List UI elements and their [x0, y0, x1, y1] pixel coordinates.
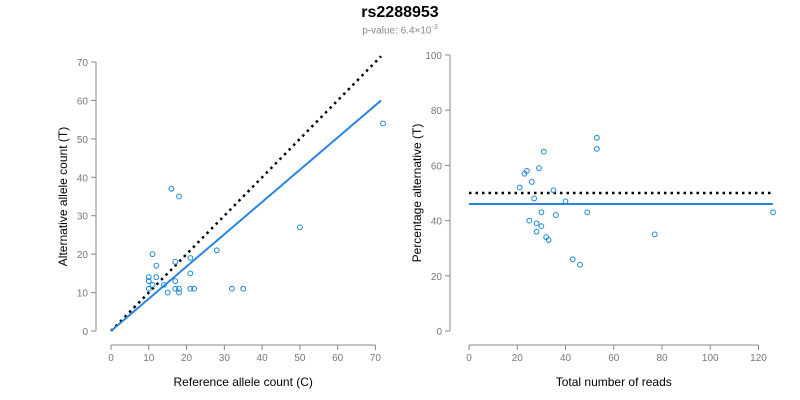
- panel-1-data-point: [160, 281, 167, 288]
- panel-2-data-point: [770, 209, 776, 216]
- panel-2-x-tick-label: 80: [656, 353, 668, 364]
- panel-1-y-tick-label: 30: [77, 212, 89, 223]
- panel-2-y-axis-title: Percentage alternative (T): [410, 124, 424, 263]
- panel-2-data-point: [538, 209, 545, 216]
- panel-2-data-point: [651, 231, 658, 238]
- panel-2-y-tick-label: 20: [431, 272, 443, 283]
- panel-1-data-point: [191, 285, 198, 292]
- panel-1-data-point: [240, 285, 247, 292]
- panel-1-data-point: [145, 274, 152, 281]
- panel-2-data-point: [593, 134, 600, 141]
- panel-2-data-point: [577, 261, 583, 268]
- panel-2-data-point: [524, 168, 530, 174]
- panel-2-y-tick-label: 60: [431, 161, 443, 172]
- panel-1-x-axis-title: Reference allele count (C): [174, 375, 313, 389]
- panel-2-data-point: [533, 220, 540, 227]
- panel-1-data-point: [213, 247, 220, 254]
- panel-2-y-tick-label: 40: [431, 217, 443, 228]
- panel-1-x-tick-label: 60: [332, 353, 344, 364]
- panel-2-x-tick-label: 20: [512, 353, 524, 364]
- panel-2-data-point: [528, 179, 535, 185]
- panel-1-y-tick-label: 0: [82, 327, 88, 338]
- panel-2-data-point: [536, 165, 542, 172]
- panel-1-y-tick-label: 50: [77, 135, 89, 146]
- panel-2-data-point: [545, 237, 552, 243]
- panel-1-y-tick-label: 60: [77, 96, 89, 107]
- panel-2-data-point: [516, 184, 523, 191]
- panel-1-x-tick-label: 70: [370, 353, 382, 364]
- panel-1-data-point: [149, 251, 156, 258]
- panel-2-y-tick-label: 80: [431, 106, 443, 117]
- panel-1-data-point: [176, 289, 182, 296]
- panel-2-x-tick-label: 0: [466, 353, 472, 364]
- panel-1-data-point: [228, 285, 235, 292]
- panel-1-data-point: [187, 255, 194, 261]
- panel-1-data-point: [380, 120, 386, 127]
- panel-2-x-axis-title: Total number of reads: [556, 375, 672, 389]
- panel-1-data-point: [145, 285, 152, 292]
- panel-1-data-point: [172, 285, 179, 292]
- p-value-text: p-value: 6.4×10: [362, 25, 432, 37]
- panel-1-x-tick-label: 40: [257, 353, 269, 364]
- panel-1-data-point: [187, 270, 194, 277]
- panel-1-y-tick-label: 40: [77, 173, 89, 184]
- panel-1-y-tick-label: 70: [77, 58, 89, 69]
- panel-1-x-tick-label: 10: [143, 353, 155, 364]
- panel-1-data-point: [153, 262, 160, 269]
- panel-1-data-point: [149, 281, 156, 288]
- panel-2-data-point: [538, 223, 545, 230]
- panel-2-y-tick-label: 100: [425, 51, 442, 62]
- panel-2-data-point: [526, 217, 533, 224]
- panel-1-data-point: [176, 285, 182, 292]
- panel-2-data-point: [593, 145, 600, 152]
- panel-2-data-point: [562, 198, 569, 205]
- panel-1-data-point: [296, 224, 303, 231]
- panel-2-data-point: [552, 212, 559, 218]
- panel-1-data-point: [164, 289, 171, 296]
- panel-1-data-point: [176, 193, 182, 200]
- panel-2-data-point: [531, 195, 538, 202]
- panel-1-data-point: [168, 185, 175, 192]
- panel-1-data-point: [172, 278, 179, 284]
- panel-1-fit-line: [110, 99, 382, 332]
- panel-2-x-tick-label: 120: [750, 353, 767, 364]
- panel-1-data-point: [153, 274, 160, 281]
- chart-title: rs2288953: [361, 4, 439, 21]
- panel-1-y-tick-label: 10: [77, 289, 89, 300]
- panel-1-x-tick-label: 0: [108, 353, 114, 364]
- panel-1-x-tick-label: 30: [219, 353, 231, 364]
- panel-2-data-point: [569, 256, 576, 263]
- panel-1-data-point: [145, 278, 152, 284]
- panel-1-x-tick-label: 50: [294, 353, 306, 364]
- panel-2-data-point: [540, 148, 547, 155]
- panel-2-x-tick-label: 60: [608, 353, 620, 364]
- panel-1-reference-line: [110, 55, 383, 332]
- panel-1-data-point: [187, 285, 194, 292]
- chart-subtitle: p-value: 6.4×10-3: [0, 24, 800, 36]
- p-value-exponent: -3: [431, 24, 438, 31]
- panel-1-x-tick-label: 20: [181, 353, 193, 364]
- panel-2-y-tick-label: 0: [436, 327, 442, 338]
- panel-1-data-point: [172, 258, 179, 265]
- panel-1-y-axis-title: Alternative allele count (T): [56, 127, 70, 266]
- panel-2-x-tick-label: 40: [560, 353, 572, 364]
- panel-2-x-tick-label: 100: [702, 353, 719, 364]
- panel-2-data-point: [550, 187, 557, 194]
- panel-2-data-point: [584, 209, 591, 216]
- panel-2-data-point: [533, 228, 540, 235]
- panel-1-y-tick-label: 20: [77, 250, 89, 261]
